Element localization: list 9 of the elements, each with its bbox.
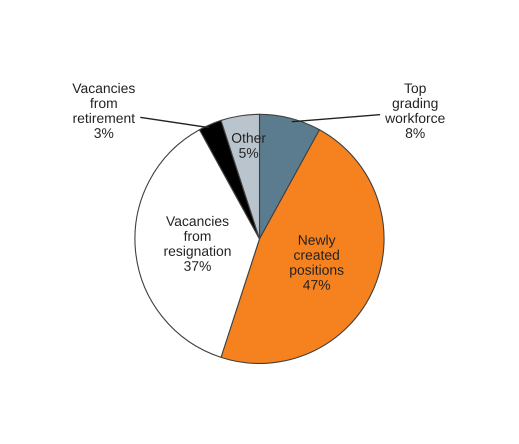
slice-label: Newly created positions (290, 234, 344, 278)
data-label: 8% (406, 128, 425, 138)
slice-label: Top grading workforce (385, 83, 445, 124)
slice-label: Vacancies from retirement (72, 82, 135, 124)
slice-label: Vacancies from resignation (164, 216, 231, 259)
data-label: 37% (184, 261, 211, 271)
data-label: 47% (303, 280, 330, 290)
data-label: 5% (239, 148, 258, 158)
data-label: 3% (94, 128, 114, 138)
